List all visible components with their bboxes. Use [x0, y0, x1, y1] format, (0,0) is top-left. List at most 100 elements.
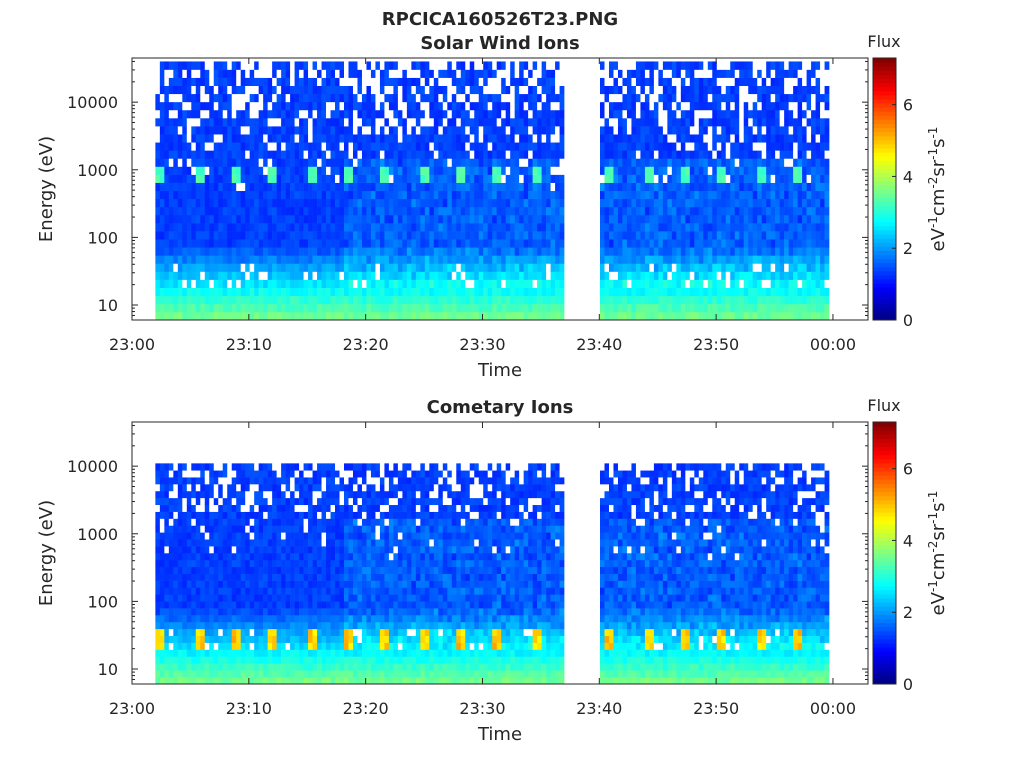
- spectrogram-cell: [694, 166, 700, 175]
- spectrogram-cell: [748, 101, 754, 111]
- spectrogram-cell: [703, 158, 709, 167]
- spectrogram-cell: [254, 142, 259, 151]
- spectrogram-cell: [164, 182, 170, 192]
- spectrogram-cell: [559, 287, 565, 297]
- spectrogram-cell: [177, 263, 183, 272]
- spectrogram-cell: [689, 109, 695, 119]
- spectrogram-cell: [348, 255, 354, 264]
- colorbar-segment: [873, 148, 896, 153]
- spectrogram-cell: [326, 255, 331, 264]
- spectrogram-cell: [680, 77, 686, 86]
- spectrogram-cell: [164, 484, 170, 492]
- spectrogram-cell: [784, 61, 789, 70]
- spectrogram-cell: [420, 142, 426, 151]
- spectrogram-cell: [505, 198, 511, 208]
- spectrogram-cell: [177, 303, 183, 313]
- spectrogram-cell: [159, 69, 165, 78]
- spectrogram-cell: [317, 93, 322, 103]
- spectrogram-cell: [559, 93, 565, 103]
- spectrogram-cell: [186, 247, 192, 256]
- spectrogram-cell: [281, 166, 286, 175]
- spectrogram-cell: [191, 642, 197, 650]
- spectrogram-cell: [460, 214, 466, 224]
- spectrogram-cell: [177, 295, 183, 305]
- spectrogram-cell: [218, 174, 224, 183]
- spectrogram-cell: [379, 239, 385, 248]
- spectrogram-cell: [802, 214, 807, 224]
- spectrogram-cell: [294, 311, 300, 321]
- spectrogram-cell: [752, 239, 758, 248]
- spectrogram-cell: [299, 206, 304, 216]
- spectrogram-cell: [483, 174, 489, 183]
- spectrogram-cell: [811, 109, 816, 119]
- spectrogram-cell: [245, 126, 250, 135]
- spectrogram-cell: [254, 118, 259, 127]
- spectrogram-cell: [168, 546, 174, 554]
- spectrogram-cell: [608, 311, 614, 321]
- colorbar-segment: [873, 283, 896, 288]
- spectrogram-cell: [469, 109, 475, 119]
- spectrogram-cell: [523, 69, 529, 78]
- spectrogram-cell: [622, 150, 628, 159]
- spectrogram-cell: [689, 101, 695, 111]
- spectrogram-cell: [442, 93, 448, 103]
- spectrogram-cell: [195, 61, 201, 70]
- spectrogram-cell: [249, 279, 255, 288]
- spectrogram-cell: [155, 463, 161, 471]
- spectrogram-cell: [227, 77, 233, 86]
- spectrogram-cell: [748, 109, 754, 119]
- spectrogram-cell: [734, 77, 740, 86]
- spectrogram-cell: [164, 134, 170, 143]
- spectrogram-cell: [703, 61, 709, 70]
- spectrogram-cell: [424, 150, 430, 159]
- spectrogram-cell: [546, 85, 551, 95]
- spectrogram-cell: [236, 101, 241, 111]
- spectrogram-cell: [213, 93, 219, 103]
- spectrogram-cell: [761, 174, 767, 183]
- spectrogram-cell: [433, 239, 439, 248]
- spectrogram-cell: [344, 109, 349, 119]
- spectrogram-cell: [703, 174, 709, 183]
- spectrogram-cell: [379, 263, 385, 272]
- spectrogram-cell: [824, 263, 830, 272]
- spectrogram-cell: [330, 214, 336, 224]
- spectrogram-cell: [312, 182, 318, 192]
- spectrogram-cell: [433, 126, 439, 135]
- spectrogram-cell: [541, 295, 547, 305]
- spectrogram-cell: [186, 670, 192, 678]
- colorbar-segment: [873, 156, 896, 161]
- spectrogram-cell: [155, 109, 161, 119]
- spectrogram-cell: [411, 101, 417, 111]
- spectrogram-cell: [748, 174, 754, 183]
- spectrogram-cell: [424, 109, 430, 119]
- spectrogram-cell: [487, 61, 493, 70]
- spectrogram-cell: [559, 126, 565, 135]
- spectrogram-cell: [173, 511, 179, 519]
- spectrogram-cell: [352, 198, 358, 208]
- spectrogram-cell: [653, 263, 659, 272]
- spectrogram-cell: [559, 239, 565, 248]
- spectrogram-cell: [703, 279, 709, 288]
- spectrogram-cell: [231, 77, 237, 86]
- spectrogram-cell: [267, 118, 273, 127]
- spectrogram-cell: [447, 182, 453, 192]
- spectrogram-cell: [276, 158, 282, 167]
- spectrogram-cell: [344, 85, 349, 95]
- spectrogram-cell: [802, 287, 807, 297]
- spectrogram-cell: [510, 231, 515, 240]
- spectrogram-cell: [294, 271, 300, 280]
- spectrogram-cell: [447, 101, 453, 111]
- colorbar-segment: [873, 111, 896, 116]
- spectrogram-cell: [725, 279, 731, 288]
- spectrogram-cell: [559, 77, 565, 86]
- spectrogram-cell: [635, 311, 641, 321]
- spectrogram-cell: [231, 61, 237, 70]
- spectrogram-cell: [635, 142, 641, 151]
- spectrogram-cell: [658, 263, 664, 272]
- spectrogram-cell: [725, 85, 731, 95]
- spectrogram-cell: [770, 158, 776, 167]
- spectrogram-cell: [788, 69, 794, 78]
- spectrogram-cell: [653, 255, 659, 264]
- spectrogram-cell: [303, 61, 309, 70]
- spectrogram-cell: [496, 223, 502, 232]
